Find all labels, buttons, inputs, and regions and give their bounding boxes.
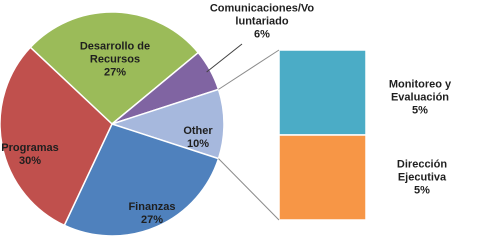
label-value: 5%	[412, 104, 428, 117]
label-name: Other	[183, 125, 213, 137]
pie-slice	[63, 123, 220, 237]
label-value: 30%	[18, 155, 42, 167]
pie-slice	[0, 46, 113, 227]
connector-line	[218, 49, 280, 90]
label-name: Desarrollo de Recursos	[79, 40, 151, 66]
data-label: Finanzas 27%	[128, 201, 175, 227]
data-label: Dirección Ejecutiva 5%	[390, 159, 454, 198]
connector-line	[218, 158, 280, 221]
bar-segment	[278, 49, 367, 136]
label-name: Dirección Ejecutiva	[396, 158, 448, 184]
label-name: Comunicaciones/Vo luntariado	[209, 2, 315, 28]
bar-segment	[278, 134, 367, 221]
data-label: Desarrollo de Recursos 27%	[80, 41, 150, 80]
data-label: Other 10%	[183, 125, 212, 151]
label-value: 10%	[186, 138, 210, 150]
pie-slice	[29, 11, 200, 125]
data-label: Comunicaciones/Vo luntariado 6%	[210, 3, 314, 42]
label-name: Monitoreo y Evaluación	[388, 78, 452, 104]
leader-line	[206, 43, 243, 73]
label-value: 5%	[414, 184, 430, 197]
data-label: Programas 30%	[1, 142, 58, 168]
label-value: 27%	[140, 214, 164, 226]
label-name: Finanzas	[128, 201, 176, 213]
label-value: 6%	[254, 28, 270, 41]
label-name: Programas	[1, 142, 59, 154]
data-label: Monitoreo y Evaluación 5%	[389, 79, 451, 118]
label-value: 27%	[103, 66, 127, 79]
